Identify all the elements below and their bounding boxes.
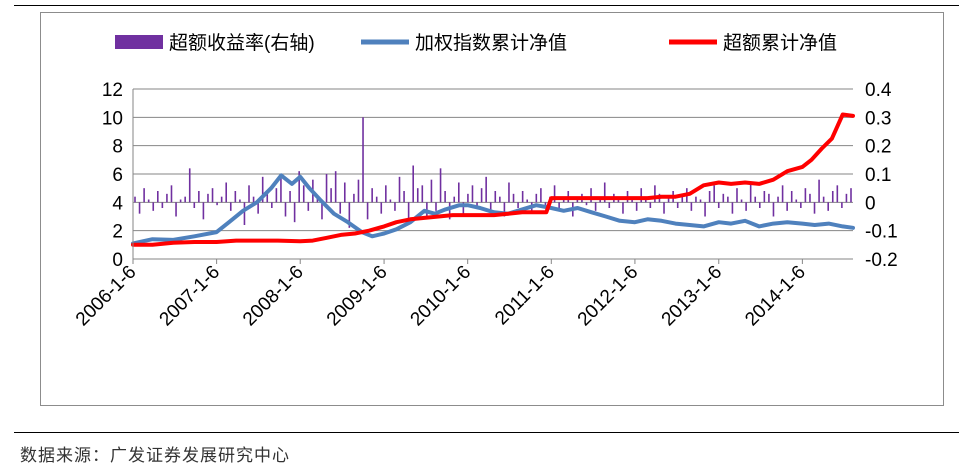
grid-layer (133, 88, 853, 232)
chart-frame: 超额收益率(右轴) 加权指数累计净值 超额累计净值 0 2 4 6 8 10 12 -0.2… (40, 12, 944, 406)
left-tick-label: 2 (112, 222, 123, 243)
excess-nav-line (131, 112, 855, 247)
legend-swatch-excess-return (115, 35, 163, 49)
right-tick-label: 0.1 (865, 165, 891, 186)
left-tick-label: 4 (112, 193, 123, 214)
right-tick-label: -0.1 (865, 222, 898, 243)
left-tick-labels: 0 2 4 6 8 10 12 (102, 80, 124, 271)
legend: 超额收益率(右轴) 加权指数累计净值 超额累计净值 (115, 32, 837, 54)
left-tick-label: 8 (112, 137, 123, 158)
x-tick-label: 2008-1-6 (239, 262, 308, 331)
line-layer (131, 112, 855, 247)
axis-layer (132, 89, 853, 260)
left-tick-label: 12 (102, 80, 123, 101)
left-tick-label: 0 (112, 250, 123, 271)
x-tick-label: 2010-1-6 (407, 262, 476, 331)
right-tick-label: -0.2 (865, 250, 898, 271)
left-tick-label: 10 (102, 108, 123, 129)
left-tick-label: 6 (112, 165, 123, 186)
source-note: 数据来源：广发证券发展研究中心 (20, 446, 290, 466)
right-tick-label: 0.3 (865, 108, 891, 129)
x-tick-label: 2009-1-6 (323, 262, 392, 331)
x-tick-label: 2012-1-6 (574, 262, 643, 331)
x-tick-label: 2007-1-6 (156, 262, 225, 331)
chart-svg: 超额收益率(右轴) 加权指数累计净值 超额累计净值 0 2 4 6 8 10 12 -0.2… (72, 32, 898, 330)
right-tick-label: 0.4 (865, 80, 892, 101)
right-tick-label: 0.2 (865, 137, 891, 158)
x-tick-label: 2014-1-6 (741, 262, 810, 331)
x-tick-label: 2011-1-6 (491, 262, 559, 330)
x-tick-labels: 2006-1-6 2007-1-6 2008-1-6 2009-1-6 2010-1-6… (72, 259, 810, 330)
legend-label-weighted-index: 加权指数累计净值 (415, 32, 567, 54)
x-tick-label: 2006-1-6 (72, 262, 141, 331)
legend-label-excess-return: 超额收益率(右轴) (169, 32, 315, 54)
top-rule (14, 5, 959, 6)
x-tick-label: 2013-1-6 (658, 262, 727, 331)
legend-label-excess-nav: 超额累计净值 (723, 32, 837, 54)
bottom-rule (14, 432, 959, 433)
right-tick-labels: -0.2 -0.1 0 0.1 0.2 0.3 0.4 (865, 80, 898, 271)
weighted-index-line (131, 173, 855, 246)
right-tick-label: 0 (865, 193, 876, 214)
